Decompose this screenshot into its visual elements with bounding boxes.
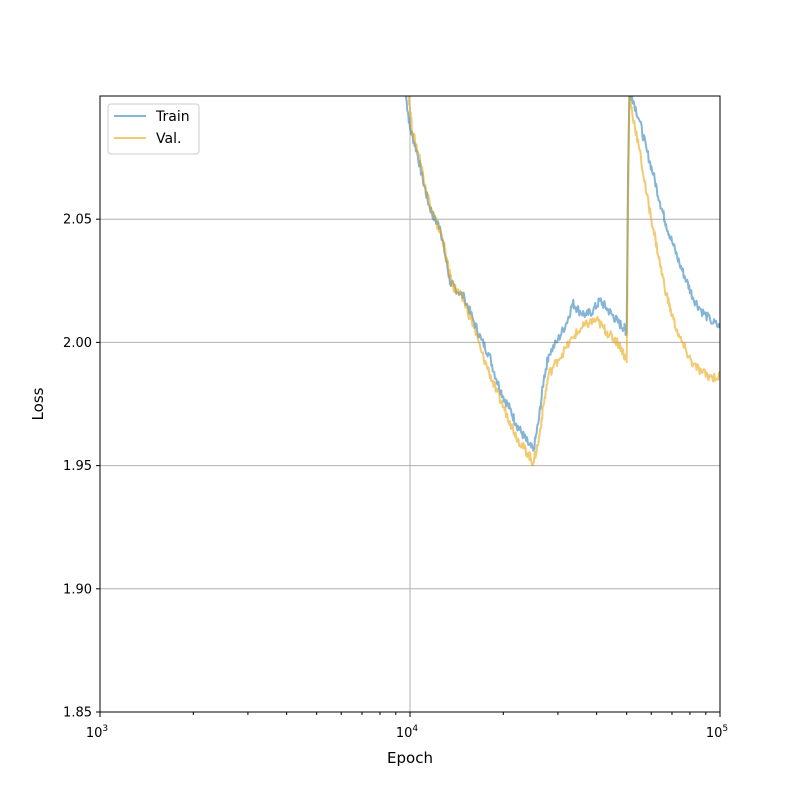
y-tick-label: 1.85	[63, 706, 92, 721]
y-tick-label: 2.05	[63, 213, 92, 228]
series-line-val	[407, 96, 720, 467]
y-tick-label: 1.95	[63, 459, 92, 474]
y-axis-label: Loss	[29, 387, 47, 420]
series-line-train	[404, 96, 720, 452]
ticks: 1.85 1.90 1.95 2.00 2.05 103 104 105	[63, 213, 728, 741]
legend-label: Train	[155, 109, 190, 125]
series-lines	[404, 96, 720, 467]
x-tick-label: 103	[86, 724, 108, 741]
x-tick-label: 104	[396, 724, 419, 741]
legend: Train Val.	[107, 103, 200, 155]
x-axis-label: Epoch	[387, 749, 433, 767]
legend-label: Val.	[156, 131, 181, 147]
y-tick-label: 2.00	[63, 336, 92, 351]
y-tick-label: 1.90	[63, 582, 92, 597]
x-tick-label: 105	[706, 724, 728, 741]
